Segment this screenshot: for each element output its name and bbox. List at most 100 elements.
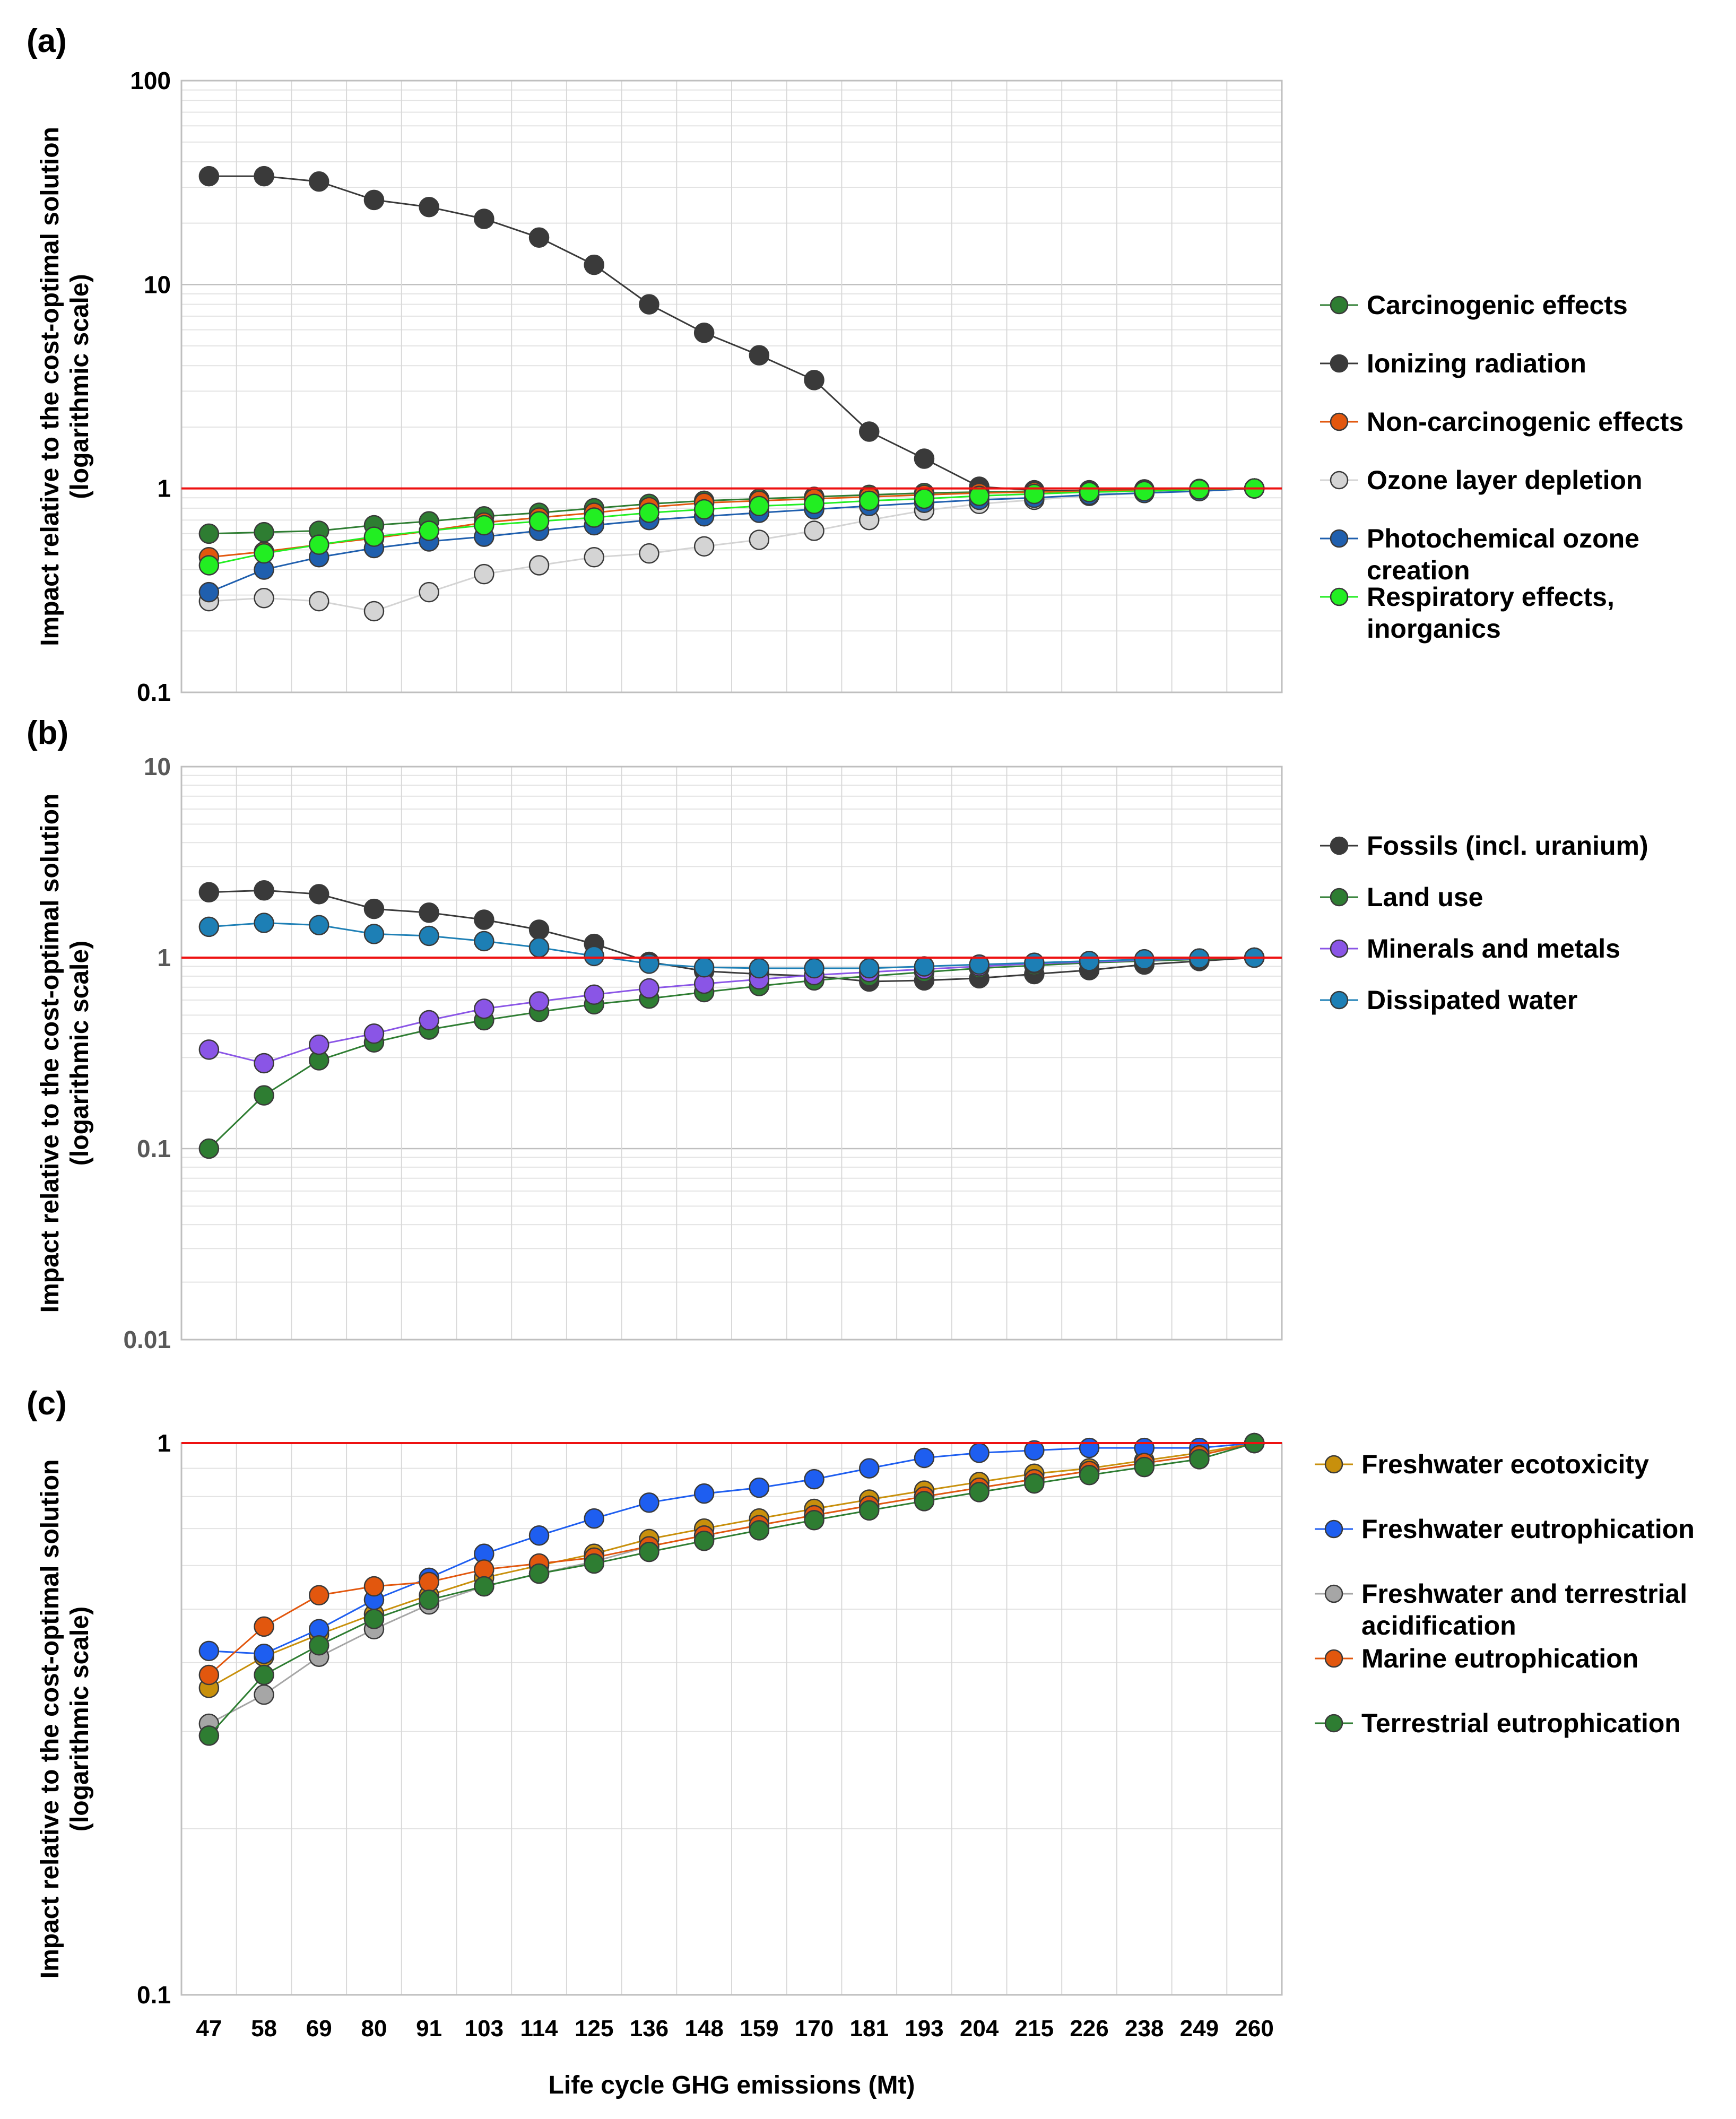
legend-label: Freshwater and terrestrial acidification [1361, 1579, 1687, 1640]
data-point [198, 523, 220, 544]
x-tick-label: 136 [630, 2016, 669, 2042]
x-tick-label: 47 [196, 2016, 222, 2042]
panel-label: (a) [27, 23, 67, 59]
data-point [363, 189, 385, 211]
x-tick-label: 114 [520, 2016, 559, 2042]
x-tick-label: 80 [361, 2016, 387, 2042]
data-point [584, 945, 604, 967]
data-point [254, 522, 274, 543]
data-point [528, 919, 550, 940]
data-point [804, 520, 824, 541]
legend-label: Terrestrial eutrophication [1361, 1708, 1681, 1738]
data-point [254, 1643, 274, 1664]
data-point [804, 958, 824, 979]
legend-label: Respiratory effects, inorganics [1367, 582, 1615, 644]
y-tick-label: 0.1 [137, 1135, 171, 1162]
data-point [309, 534, 329, 555]
series-terrestrial-eutrophication [198, 1432, 1265, 1746]
data-point [198, 1138, 220, 1159]
data-point [363, 924, 385, 944]
y-tick-label: 0.01 [123, 1326, 171, 1353]
data-point [859, 421, 880, 442]
data-point [254, 880, 274, 901]
x-tick-label: 58 [251, 2016, 277, 2042]
data-point [1079, 1437, 1100, 1458]
data-point [639, 543, 659, 564]
legend-item: Ionizing radiation [1320, 349, 1586, 378]
data-point [309, 1585, 329, 1606]
data-point [584, 984, 604, 1005]
legend: Freshwater ecotoxicity Freshwater eutroph… [1315, 1449, 1695, 1738]
data-point [363, 898, 385, 919]
legend-label: Minerals and metals [1367, 934, 1620, 963]
legend-item: Respiratory effects, inorganics [1320, 582, 1615, 644]
data-point [969, 1443, 989, 1463]
legend-item: Ozone layer depletion [1320, 465, 1643, 495]
legend-marker [1330, 836, 1349, 855]
data-point [693, 323, 715, 343]
data-point [528, 511, 550, 532]
y-tick-labels: 0.11 [137, 1429, 171, 2009]
data-point [254, 543, 274, 564]
data-point [363, 601, 385, 622]
legend-item: Non-carcinogenic effects [1320, 407, 1683, 437]
panel-label: (c) [27, 1385, 67, 1422]
data-point [1134, 1456, 1155, 1478]
data-point [419, 902, 439, 923]
legend-label: Freshwater eutrophication [1361, 1514, 1695, 1544]
data-point [528, 555, 550, 576]
gridlines [181, 80, 1282, 693]
data-point [309, 1635, 329, 1656]
legend-marker [1324, 1519, 1343, 1539]
legend-item: Photochemical ozone creation [1320, 524, 1639, 585]
plot-area [180, 80, 1283, 693]
x-tick-label: 249 [1180, 2016, 1219, 2042]
legend-marker [1330, 471, 1349, 490]
data-point [309, 171, 329, 192]
legend-item: Dissipated water [1320, 985, 1577, 1015]
chart-panel-2: 0.01 0.1 1 10 Impact relative to the cost-op… [27, 715, 1648, 1353]
data-point [309, 1034, 329, 1055]
y-tick-labels: 0.1 1 10 100 [130, 67, 171, 706]
data-point [254, 1664, 274, 1686]
data-point [198, 1640, 220, 1662]
x-tick-label: 181 [850, 2016, 889, 2042]
data-point [693, 957, 715, 978]
data-point [474, 998, 494, 1019]
data-point [804, 1469, 824, 1490]
y-tick-label: 1 [157, 475, 171, 502]
legend-label: Ozone layer depletion [1367, 465, 1643, 495]
data-point [198, 1664, 220, 1686]
x-tick-label: 170 [795, 2016, 834, 2042]
data-point [419, 581, 439, 603]
data-point [914, 956, 935, 977]
data-point [749, 1477, 770, 1498]
legend-item: Freshwater ecotoxicity [1315, 1449, 1649, 1479]
data-point [363, 1609, 385, 1629]
chart-panel-1: 0.1 1 10 100 Impact relative to the cost-opt… [27, 23, 1683, 706]
legend-item: Freshwater and terrestrial acidification [1315, 1579, 1687, 1640]
data-point [474, 563, 494, 585]
data-point [914, 448, 935, 469]
data-point [1024, 483, 1045, 505]
data-point [1079, 1465, 1100, 1486]
data-point [254, 1053, 274, 1074]
legend-marker [1330, 296, 1349, 315]
data-point [1079, 951, 1100, 971]
y-tick-labels: 0.01 0.1 1 10 [123, 753, 171, 1353]
y-axis-title: Impact relative to the cost-optimal solu… [36, 127, 94, 646]
data-point [693, 1483, 715, 1504]
data-point [639, 1541, 659, 1562]
data-point [584, 1553, 604, 1574]
data-point [1134, 481, 1155, 502]
data-point [693, 536, 715, 557]
legend-marker [1330, 587, 1349, 606]
data-point [474, 515, 494, 536]
legend-marker [1324, 1649, 1343, 1668]
y-axis-title: Impact relative to the cost-optimal solu… [36, 1460, 94, 1979]
x-tick-label: 148 [684, 2016, 723, 2042]
data-point [914, 1447, 935, 1469]
data-point [859, 958, 880, 979]
legend-item: Minerals and metals [1320, 934, 1620, 963]
data-point [419, 1010, 439, 1031]
